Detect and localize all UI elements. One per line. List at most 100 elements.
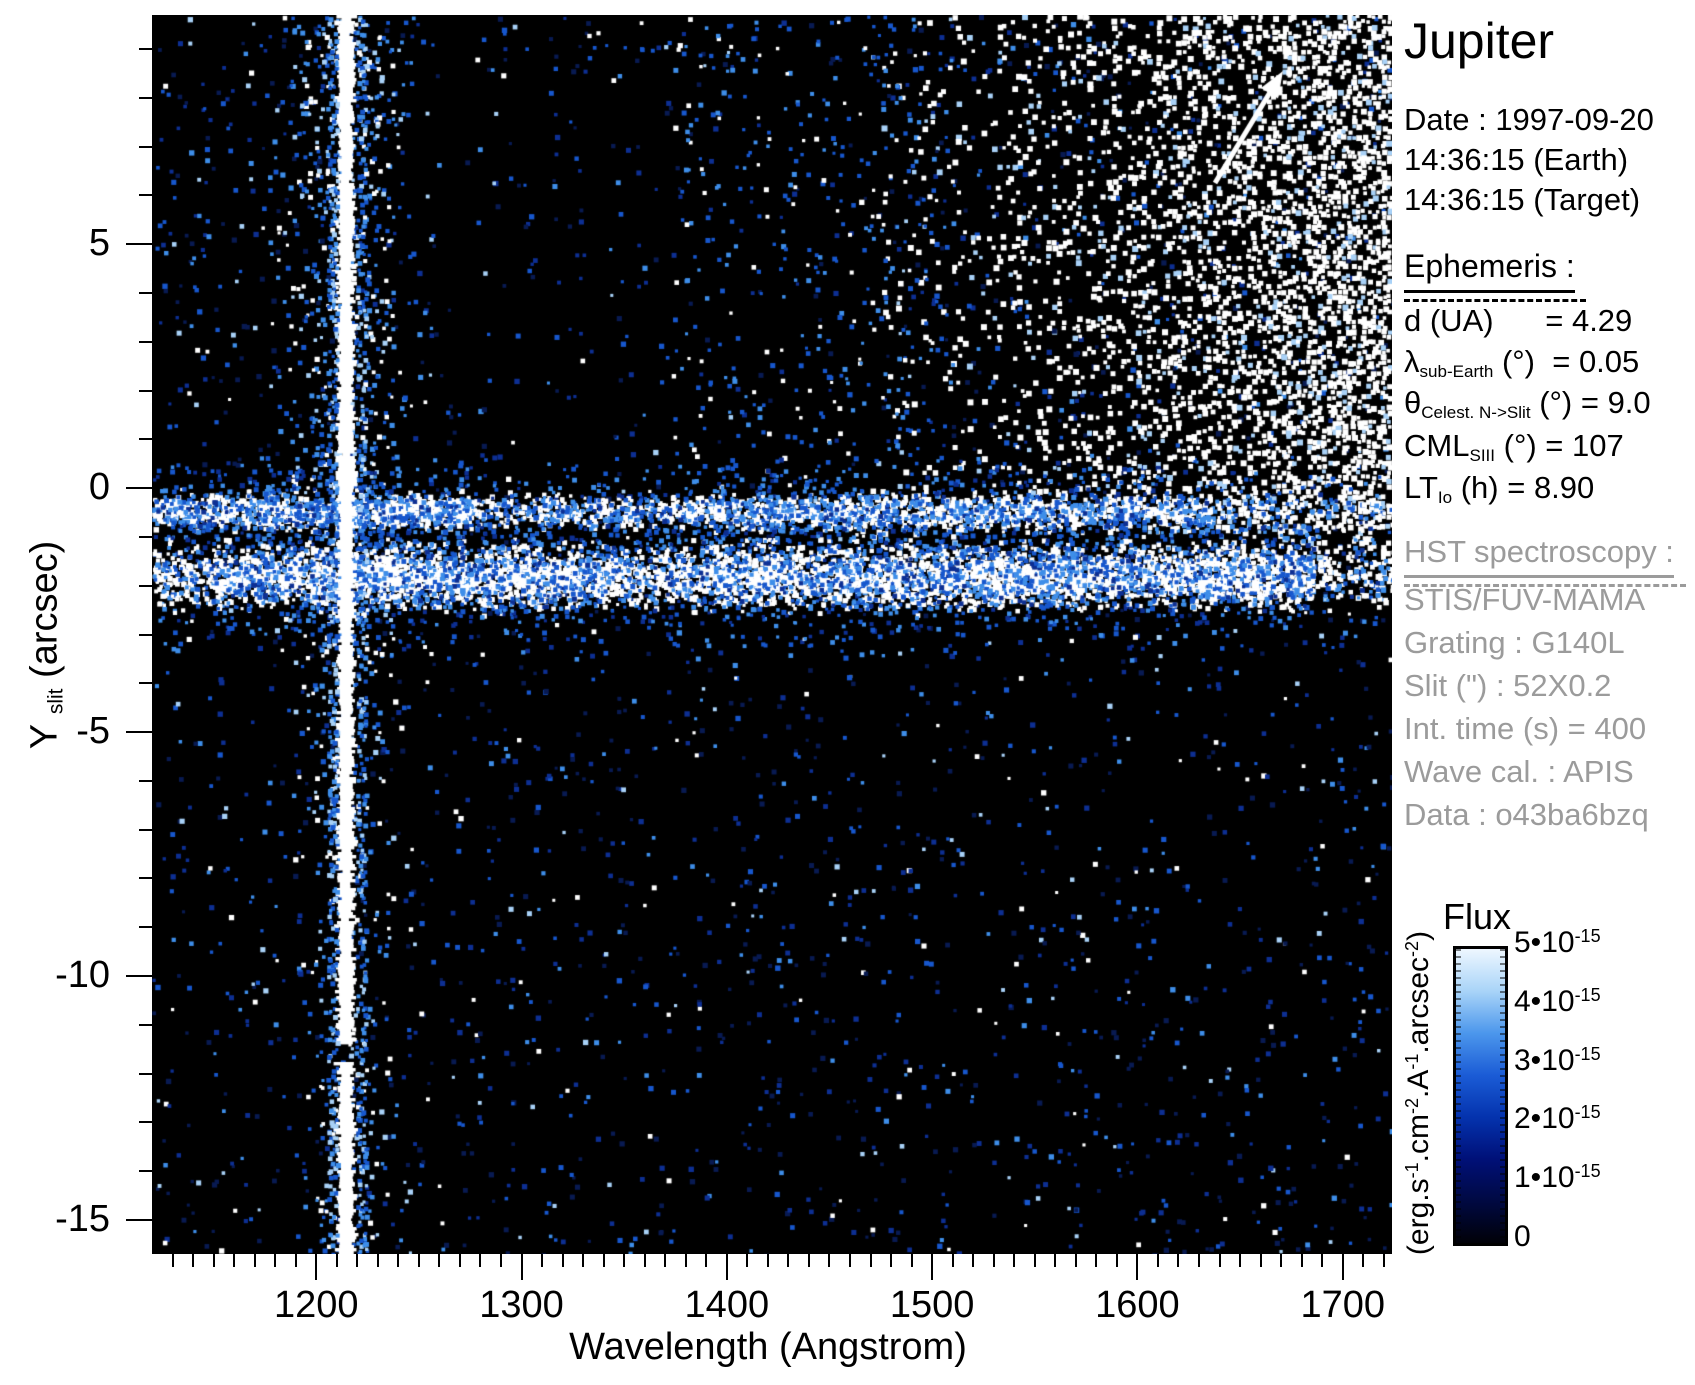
x-axis-tick-label: 1600	[1095, 1284, 1180, 1326]
x-axis-tick-label: 1700	[1300, 1284, 1385, 1326]
x-axis-minor-tick	[479, 1254, 482, 1267]
colorbar-tick-label: 4•10-15	[1514, 984, 1601, 1018]
x-axis-minor-tick	[582, 1254, 585, 1267]
x-axis-minor-tick	[664, 1254, 667, 1267]
y-axis-minor-tick	[139, 389, 152, 392]
y-axis-minor-tick	[139, 633, 152, 636]
y-axis-minor-tick	[139, 926, 152, 929]
observation-date: Date : 1997-09-20	[1404, 102, 1654, 137]
hst-spectroscopy-list: STIS/FUV-MAMA Grating : G140L Slit (") :…	[1404, 578, 1649, 836]
x-axis-minor-tick	[458, 1254, 461, 1267]
x-axis-minor-tick	[1259, 1254, 1262, 1267]
y-axis-minor-tick	[139, 194, 152, 197]
y-axis-major-tick	[126, 731, 152, 734]
ephemeris-item: LTIo (h) = 8.90	[1404, 470, 1595, 508]
y-axis-minor-tick	[139, 292, 152, 295]
x-axis-major-tick	[520, 1254, 523, 1280]
y-axis-minor-tick	[139, 1121, 152, 1124]
ephemeris-item: θCelest. N->Slit (°) = 9.0	[1404, 385, 1651, 423]
spectral-image	[152, 15, 1392, 1254]
x-axis-major-tick	[1341, 1254, 1344, 1280]
y-axis-tick-label: 5	[88, 222, 110, 265]
spectral-image-frame	[152, 15, 1392, 1254]
y-axis-major-tick	[126, 243, 152, 246]
x-axis-major-tick	[931, 1254, 934, 1280]
x-axis-minor-tick	[849, 1254, 851, 1267]
x-axis-minor-tick	[766, 1254, 769, 1267]
x-axis-minor-tick	[1280, 1254, 1283, 1267]
x-axis-minor-tick	[623, 1254, 626, 1267]
colorbar-tick-label: 3•10-15	[1514, 1043, 1601, 1077]
ephemeris-item: d (UA) = 4.29	[1404, 303, 1633, 338]
x-axis-minor-tick	[541, 1254, 544, 1267]
colorbar-unit-label: (erg.s-1.cm-2.A-1.arcsec-2)	[1402, 930, 1435, 1256]
x-axis-minor-tick	[869, 1254, 872, 1267]
x-axis-minor-tick	[171, 1254, 174, 1267]
x-axis-minor-tick	[561, 1254, 564, 1267]
x-axis-minor-tick	[1218, 1254, 1221, 1267]
ephemeris-item: CMLSIII (°) = 107	[1404, 428, 1624, 466]
y-axis-minor-tick	[139, 340, 152, 343]
x-axis-minor-tick	[890, 1254, 893, 1267]
x-axis-minor-tick	[1382, 1254, 1385, 1267]
y-axis-minor-tick	[139, 877, 152, 880]
x-axis-minor-tick	[253, 1254, 256, 1267]
x-axis-tick-label: 1300	[479, 1284, 564, 1326]
colorbar-minor-ticks-left	[1456, 949, 1461, 1243]
colorbar-tick-label: 2•10-15	[1514, 1102, 1601, 1136]
x-axis-minor-tick	[1321, 1254, 1324, 1267]
hst-slit: Slit (") : 52X0.2	[1404, 668, 1612, 703]
hst-wave-cal: Wave cal. : APIS	[1404, 754, 1634, 789]
x-axis-minor-tick	[294, 1254, 297, 1267]
colorbar-tick-label: 0	[1514, 1220, 1531, 1253]
x-axis-minor-tick	[972, 1254, 975, 1267]
colorbar-title: Flux	[1442, 896, 1511, 937]
x-axis-minor-tick	[1013, 1254, 1016, 1267]
y-axis-minor-tick	[139, 828, 152, 831]
ephemeris-item: λsub-Earth (°) = 0.05	[1404, 344, 1640, 382]
observation-time-earth: 14:36:15 (Earth)	[1404, 142, 1629, 177]
x-axis-major-tick	[315, 1254, 318, 1280]
y-axis-minor-tick	[139, 584, 152, 587]
y-axis-tick-label: -5	[76, 710, 110, 753]
y-axis-tick-label: 0	[88, 466, 110, 509]
hst-grating: Grating : G140L	[1404, 625, 1625, 660]
y-axis-minor-tick	[139, 779, 152, 782]
x-axis-minor-tick	[705, 1254, 708, 1267]
x-axis-minor-tick	[274, 1254, 277, 1267]
y-axis-minor-tick	[139, 535, 152, 538]
ephemeris-heading-underline	[1404, 299, 1586, 302]
x-axis-minor-tick	[992, 1254, 995, 1267]
colorbar-minor-ticks-right	[1500, 949, 1505, 1243]
y-axis-minor-tick	[139, 1072, 152, 1075]
x-axis-minor-tick	[1115, 1254, 1118, 1267]
y-axis-minor-tick	[139, 48, 152, 51]
x-axis-minor-tick	[807, 1254, 810, 1267]
y-axis-major-tick	[126, 487, 152, 490]
x-axis-minor-tick	[335, 1254, 338, 1267]
x-axis-major-tick	[725, 1254, 728, 1280]
x-axis-minor-tick	[1095, 1254, 1098, 1267]
x-axis-minor-tick	[192, 1254, 195, 1267]
x-axis-minor-tick	[643, 1254, 646, 1267]
y-axis-minor-tick	[139, 682, 152, 685]
y-axis-minor-tick	[139, 438, 152, 441]
x-axis-minor-tick	[746, 1254, 749, 1267]
x-axis-minor-tick	[602, 1254, 605, 1267]
page-title: Jupiter	[1404, 13, 1555, 69]
x-axis-minor-tick	[1054, 1254, 1057, 1267]
y-axis-title: Y slit (arcsec)	[23, 540, 68, 750]
colorbar-tick-label: 5•10-15	[1514, 926, 1601, 959]
x-axis-minor-tick	[417, 1254, 420, 1267]
x-axis-tick-label: 1200	[273, 1284, 359, 1326]
x-axis-minor-tick	[1074, 1254, 1077, 1267]
y-axis-minor-tick	[139, 96, 152, 99]
x-axis-minor-tick	[1033, 1254, 1036, 1267]
x-axis-major-tick	[1136, 1254, 1139, 1280]
y-axis-tick-label: -10	[55, 953, 110, 996]
x-axis-title: Wavelength (Angstrom)	[569, 1326, 967, 1368]
x-axis-minor-tick	[951, 1254, 954, 1267]
x-axis-minor-tick	[376, 1254, 379, 1267]
y-axis-minor-tick	[139, 1023, 152, 1026]
x-axis-minor-tick	[397, 1254, 400, 1267]
